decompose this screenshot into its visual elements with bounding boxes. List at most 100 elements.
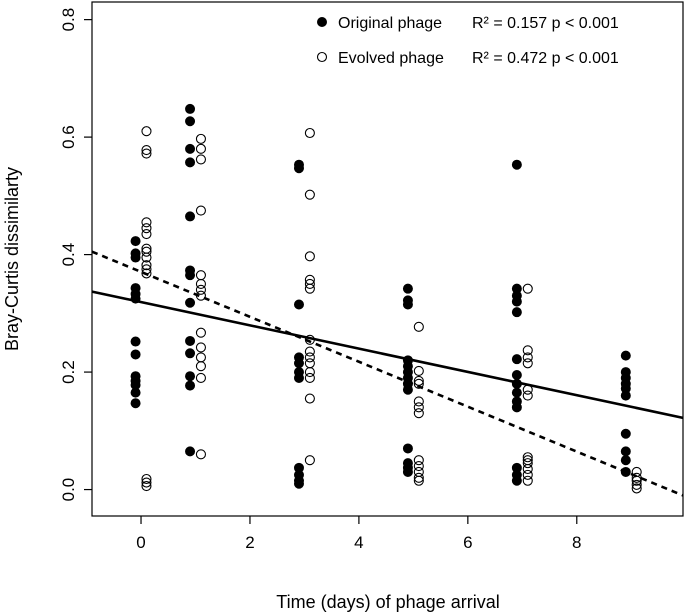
point-original [293,163,304,174]
point-evolved [141,252,152,263]
point-evolved [631,483,642,494]
point-original [130,293,141,304]
y-tick-label: 0.4 [59,243,78,267]
point-evolved [522,452,533,463]
point-original [185,348,196,359]
legend-marker-original [317,17,327,27]
point-evolved [304,283,315,294]
point-evolved [631,479,642,490]
point-evolved [141,260,152,271]
point-original [402,443,413,454]
point-evolved [195,278,206,290]
point-original [511,475,522,486]
point-evolved [522,390,533,401]
point-evolved [413,365,424,376]
point-evolved [631,472,642,483]
legend-marker-evolved [316,51,328,63]
point-evolved [413,475,424,486]
data-points [130,103,642,494]
x-tick-label: 2 [245,533,254,552]
point-evolved [522,358,533,369]
point-original [130,398,141,409]
point-evolved [141,473,152,485]
point-evolved [413,408,424,419]
point-original [620,428,631,439]
point-evolved [413,402,424,413]
legend-stats-evolved: R² = 0.472 p < 0.001 [472,50,619,67]
point-evolved [413,461,424,472]
point-evolved [195,284,206,295]
point-original [130,387,141,398]
legend: Original phage R² = 0.157 p < 0.001 Evol… [316,15,619,67]
point-original [402,283,413,294]
legend-label-evolved: Evolved phage [338,50,444,67]
point-original [185,116,196,127]
point-evolved [304,352,315,363]
x-tick-label: 0 [136,533,145,552]
point-evolved [304,189,315,200]
point-evolved [195,352,206,363]
point-original [293,372,304,383]
point-original [511,370,522,381]
point-evolved [522,475,533,486]
point-original [511,378,522,389]
x-tick-label: 4 [354,533,363,552]
point-evolved [304,367,315,378]
point-evolved [522,352,533,363]
x-axis: 0 2 4 6 8 [136,516,582,552]
x-axis-title: Time (days) of phage arrival [276,592,499,612]
y-axis-title: Bray-Curtis dissimilarty [2,167,22,351]
point-evolved [304,251,315,262]
point-original [620,455,631,466]
point-evolved [195,290,206,301]
point-original [402,299,413,310]
point-evolved [195,327,206,338]
point-original [185,143,196,154]
point-evolved [141,246,152,257]
point-original [185,335,196,346]
point-original [511,402,522,413]
point-evolved [413,396,424,407]
point-original [185,157,196,168]
point-original [402,384,413,395]
x-tick-label: 6 [463,533,472,552]
point-original [130,252,141,263]
point-original [185,380,196,391]
point-evolved [304,334,315,345]
point-original [185,371,196,382]
point-evolved [141,144,152,156]
point-evolved [413,455,424,466]
point-original [185,103,196,114]
point-evolved [195,133,206,144]
point-original [293,358,304,369]
point-evolved [522,458,533,469]
fit-lines [91,250,684,497]
point-evolved [195,205,206,216]
point-original [130,336,141,347]
point-original [511,307,522,318]
point-evolved [195,372,206,384]
point-original [130,236,141,247]
y-tick-label: 0.0 [59,478,78,502]
point-evolved [522,469,533,480]
point-evolved [522,384,533,395]
point-evolved [141,217,152,228]
point-original [511,387,522,398]
point-evolved [195,449,206,460]
point-evolved [413,472,424,483]
legend-stats-original: R² = 0.157 p < 0.001 [472,15,619,32]
point-evolved [141,477,152,488]
point-evolved [195,154,206,165]
point-evolved [141,223,152,234]
fit-line-evolved [91,250,684,497]
y-tick-label: 0.2 [59,360,78,384]
point-original [620,390,631,401]
point-original [185,297,196,308]
point-original [293,478,304,489]
point-original [511,354,522,365]
point-evolved [195,143,206,154]
point-evolved [141,126,152,137]
point-evolved [522,463,533,475]
point-evolved [631,475,642,486]
